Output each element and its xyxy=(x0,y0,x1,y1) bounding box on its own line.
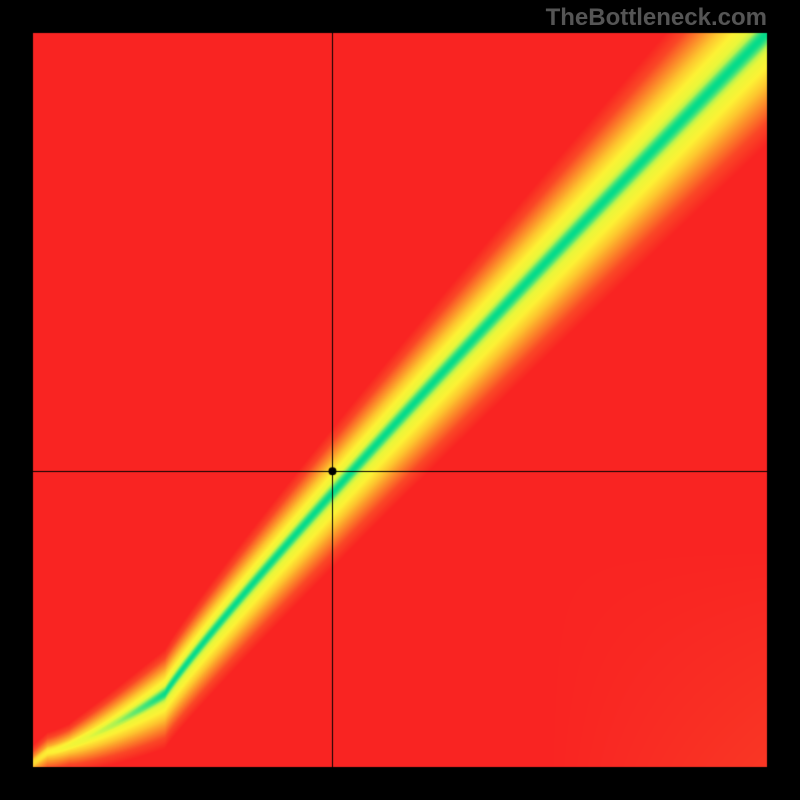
chart-container: TheBottleneck.com xyxy=(0,0,800,800)
watermark-text: TheBottleneck.com xyxy=(546,4,767,32)
bottleneck-heatmap xyxy=(0,0,800,800)
